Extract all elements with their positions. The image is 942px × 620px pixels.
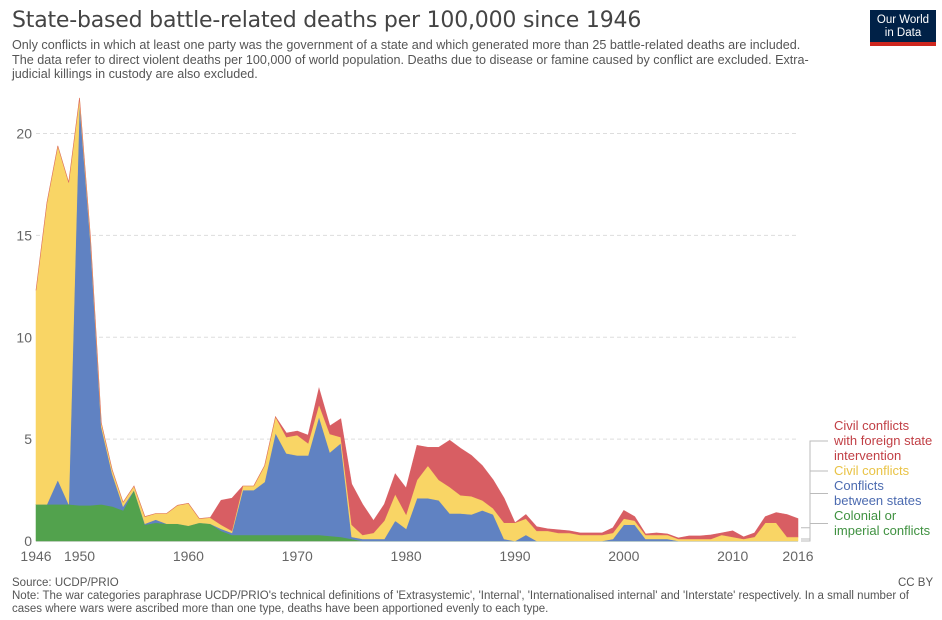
legend-label[interactable]: between states: [834, 493, 922, 508]
x-tick-label: 1980: [391, 548, 422, 564]
chart-title: State-based battle-related deaths per 10…: [12, 8, 642, 33]
legend-label[interactable]: Conflicts: [834, 478, 884, 493]
y-tick-label: 15: [16, 227, 32, 243]
source-text[interactable]: Source: UCDP/PRIO: [12, 577, 119, 589]
y-tick-label: 10: [16, 329, 32, 345]
legend-label[interactable]: Civil conflicts: [834, 463, 910, 478]
legend-label[interactable]: Colonial or: [834, 508, 897, 523]
legend-label[interactable]: Civil conflicts: [834, 418, 910, 433]
legend-label[interactable]: with foreign state: [833, 433, 932, 448]
x-tick-label: 2016: [782, 548, 813, 564]
x-tick-label: 1960: [173, 548, 204, 564]
legend-connector: [801, 523, 828, 542]
area-series: [35, 97, 799, 542]
legend-connector: [801, 440, 828, 529]
legend-connector: [801, 470, 828, 540]
logo-line-1: Our World: [876, 14, 930, 26]
y-tick-label: 5: [24, 431, 32, 447]
legend-label[interactable]: intervention: [834, 448, 901, 463]
logo-line-2: in Data: [884, 27, 922, 39]
legend-connector: [801, 493, 828, 542]
x-tick-label: 2010: [717, 548, 748, 564]
area-civil-conflicts-with-foreign-state-intervention[interactable]: [35, 97, 799, 540]
owid-logo[interactable]: Our World in Data: [870, 10, 936, 46]
x-tick-label: 1970: [282, 548, 313, 564]
x-tick-label: 1950: [64, 548, 95, 564]
y-axis-ticks: 0 5 10 15 20: [16, 126, 32, 549]
license-text[interactable]: CC BY: [898, 577, 934, 589]
x-axis-ticks: 1946 1950 1960 1970 1980 1990 2000 2010 2016: [20, 548, 813, 564]
y-tick-label: 20: [16, 126, 32, 142]
x-tick-label: 1946: [20, 548, 51, 564]
logo-accent-bar: [870, 42, 936, 46]
legend-label[interactable]: imperial conflicts: [834, 523, 931, 538]
x-tick-label: 2000: [608, 548, 639, 564]
footnote: Note: The war categories paraphrase UCDP…: [12, 590, 909, 615]
chart-subtitle: Only conflicts in which at least one par…: [12, 38, 809, 81]
y-tick-label: 0: [24, 533, 32, 549]
x-tick-label: 1990: [499, 548, 530, 564]
